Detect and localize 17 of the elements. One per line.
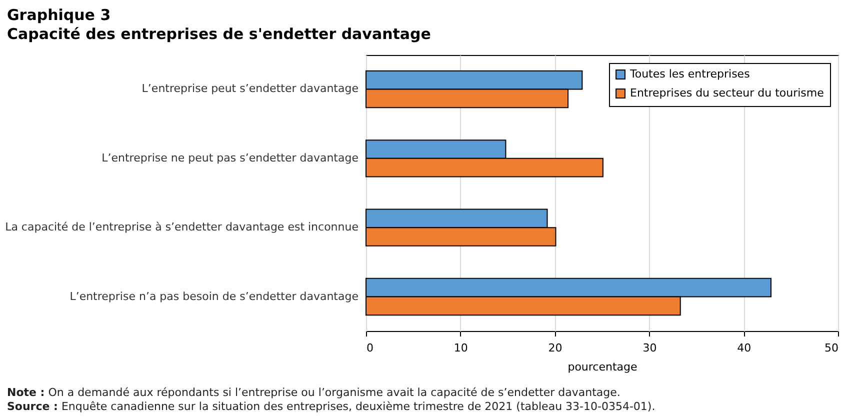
text: Note : On a demandé aux répondants si l’entreprise ou l’organisme avait la capacité de s’endetter davantage.: [7, 386, 622, 400]
x-tick-label: 40: [737, 342, 752, 354]
x-axis-title: pourcentage: [568, 360, 638, 374]
x-tick-label: 50: [824, 342, 838, 354]
legend-label: Toutes les entreprises: [629, 68, 750, 80]
x-tick-label: 30: [642, 342, 657, 354]
text: Graphique 3: [7, 6, 112, 25]
legend-label: Entreprises du secteur du tourisme: [630, 86, 824, 100]
text: Capacité des entreprises de s'endetter davantage: [7, 25, 431, 44]
y-tick-label: La capacité de l’entreprise à s’endetter davantage est inconnue: [5, 220, 359, 234]
x-tick-label: 0: [366, 342, 374, 354]
source-note: Source : Enquête canadienne sur la situation des entreprises, deuxième trimestre de 2021 (tableau 33-10-0354-01).: [7, 400, 656, 414]
x-tick-label: 20: [548, 342, 562, 354]
y-tick-label: L’entreprise ne peut pas s’endetter davantage: [102, 151, 359, 164]
y-tick-label: L’entreprise peut s’endetter davantage: [142, 82, 359, 96]
y-tick-label: L’entreprise n’a pas besoin de s’endetter davantage: [70, 290, 359, 303]
x-tick-label: 10: [454, 342, 468, 354]
